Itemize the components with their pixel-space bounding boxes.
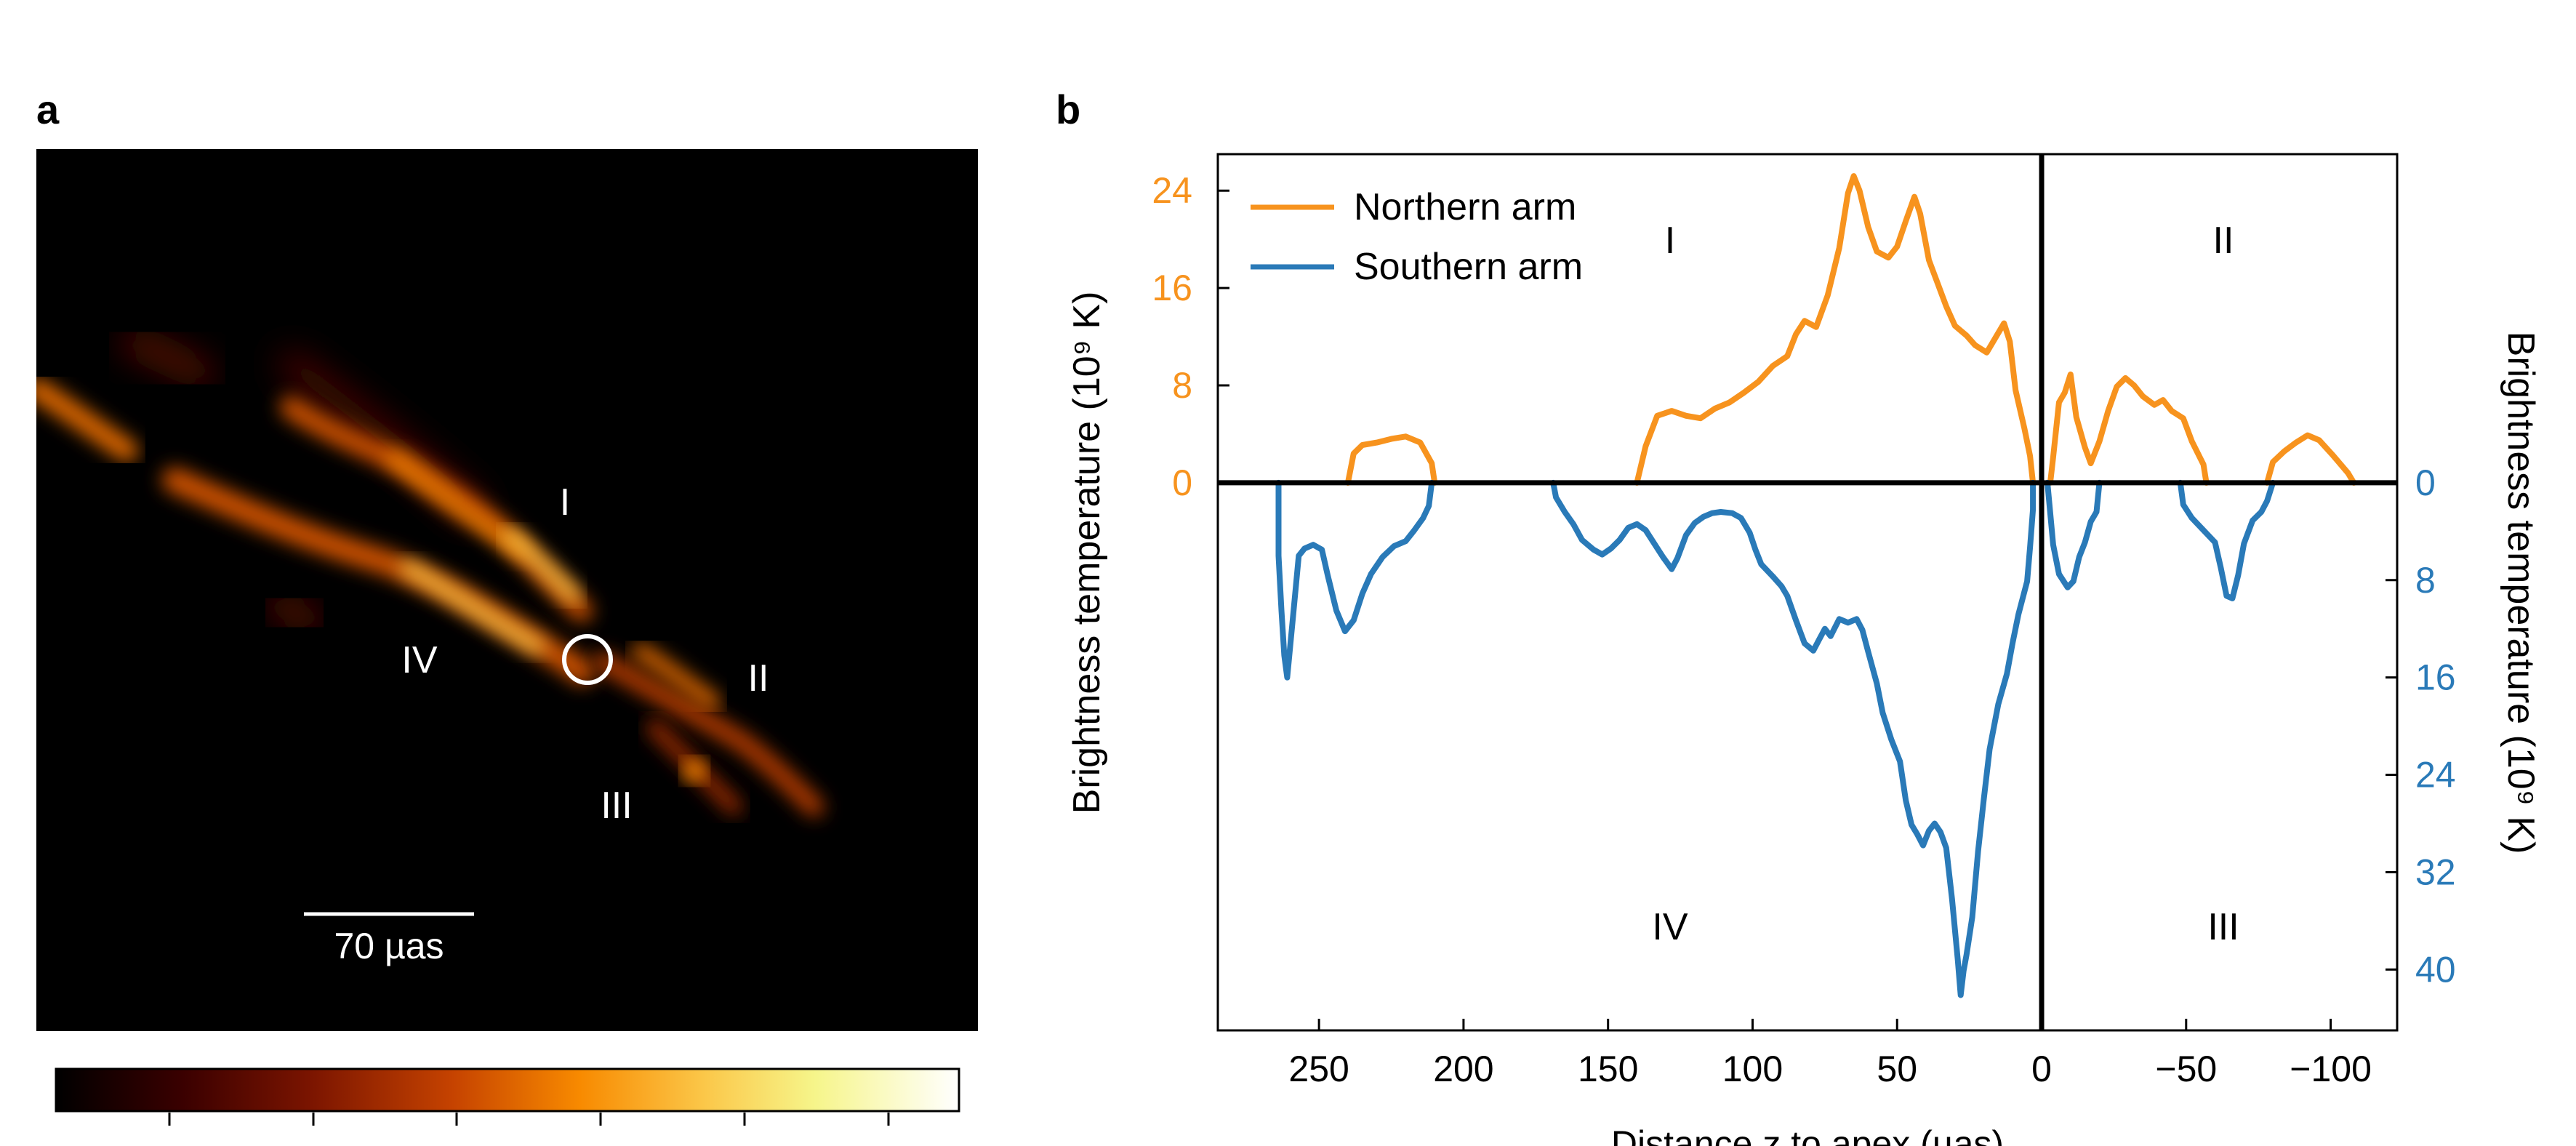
panel-b-region-label-I: I	[1665, 220, 1675, 262]
left-y-tick-label: 16	[1152, 268, 1192, 308]
right-y-tick-label: 16	[2415, 657, 2456, 698]
x-tick-label: 250	[1288, 1049, 1349, 1089]
axes-layer	[1218, 154, 2397, 1030]
x-axis-ticks: 250 200 150 100 50 0 −50 −100	[1288, 1019, 2372, 1089]
colorbar	[55, 1067, 960, 1113]
left-y-tick-label: 0	[1172, 462, 1192, 503]
apex-marker	[562, 634, 613, 685]
panel-b-region-label-III: III	[2207, 906, 2239, 948]
legend: Northern arm Southern arm	[1251, 186, 1583, 288]
right-y-tick-label: 40	[2415, 949, 2456, 990]
panel-b-region-label-II: II	[2213, 220, 2234, 262]
panel-a-region-label-II: II	[748, 657, 769, 700]
northern-arm-line	[2264, 432, 2357, 486]
jet-image	[36, 149, 978, 1031]
x-tick-label: 50	[1877, 1049, 1917, 1089]
x-tick-label: 200	[1433, 1049, 1493, 1089]
x-tick-label: 100	[1722, 1049, 1783, 1089]
northern-arm-line	[2047, 371, 2210, 486]
right-y-tick-label: 32	[2415, 852, 2456, 892]
panel-a-region-label-IV: IV	[401, 639, 437, 681]
legend-label-southern: Southern arm	[1354, 246, 1583, 288]
northern-arm-line	[1344, 433, 1438, 486]
left-y-axis-ticks: 0 8 16 24	[1152, 170, 1229, 503]
series-layer	[1275, 173, 2357, 998]
y-axis-label-left: Brightness temperature (10⁹ K)	[1066, 292, 1108, 814]
image-background	[36, 149, 978, 1031]
left-y-tick-label: 24	[1152, 170, 1192, 211]
x-tick-label: 0	[2031, 1049, 2052, 1089]
x-tick-label: −100	[2290, 1049, 2372, 1089]
x-tick-label: −50	[2155, 1049, 2217, 1089]
x-tick-label: 150	[1578, 1049, 1638, 1089]
x-axis-label: Distance z to apex (µas)	[1611, 1123, 2004, 1146]
northern-arm-line	[1634, 173, 2037, 486]
right-y-tick-label: 8	[2415, 560, 2436, 601]
southern-arm-line	[1550, 479, 2037, 998]
legend-label-northern: Northern arm	[1354, 186, 1576, 228]
right-y-tick-label: 24	[2415, 755, 2456, 796]
right-y-axis-ticks: 0 8 16 24 32 40	[2386, 462, 2456, 990]
panel-a-region-label-I: I	[560, 481, 570, 524]
panel-b-region-label-IV: IV	[1652, 906, 1688, 948]
panel-a-label: a	[36, 87, 60, 132]
southern-arm-line	[1275, 479, 1435, 681]
panel-b-label: b	[1056, 87, 1080, 132]
southern-arm-line	[2045, 479, 2103, 590]
y-axis-label-right: Brightness temperature (10⁹ K)	[2500, 332, 2542, 854]
panel-a-region-label-III: III	[601, 785, 632, 827]
plot-frame	[1216, 153, 2399, 1032]
southern-arm-line	[2177, 479, 2276, 601]
left-y-tick-label: 8	[1172, 365, 1192, 406]
right-y-tick-label: 0	[2415, 462, 2436, 503]
scale-bar-label: 70 µas	[334, 926, 444, 966]
colorbar-ticks	[168, 1113, 890, 1126]
brightness-temperature-chart: 250 200 150 100 50 0 −50 −100 0 8 16 24 0 8 16 24 32 40…	[1066, 153, 2542, 1146]
